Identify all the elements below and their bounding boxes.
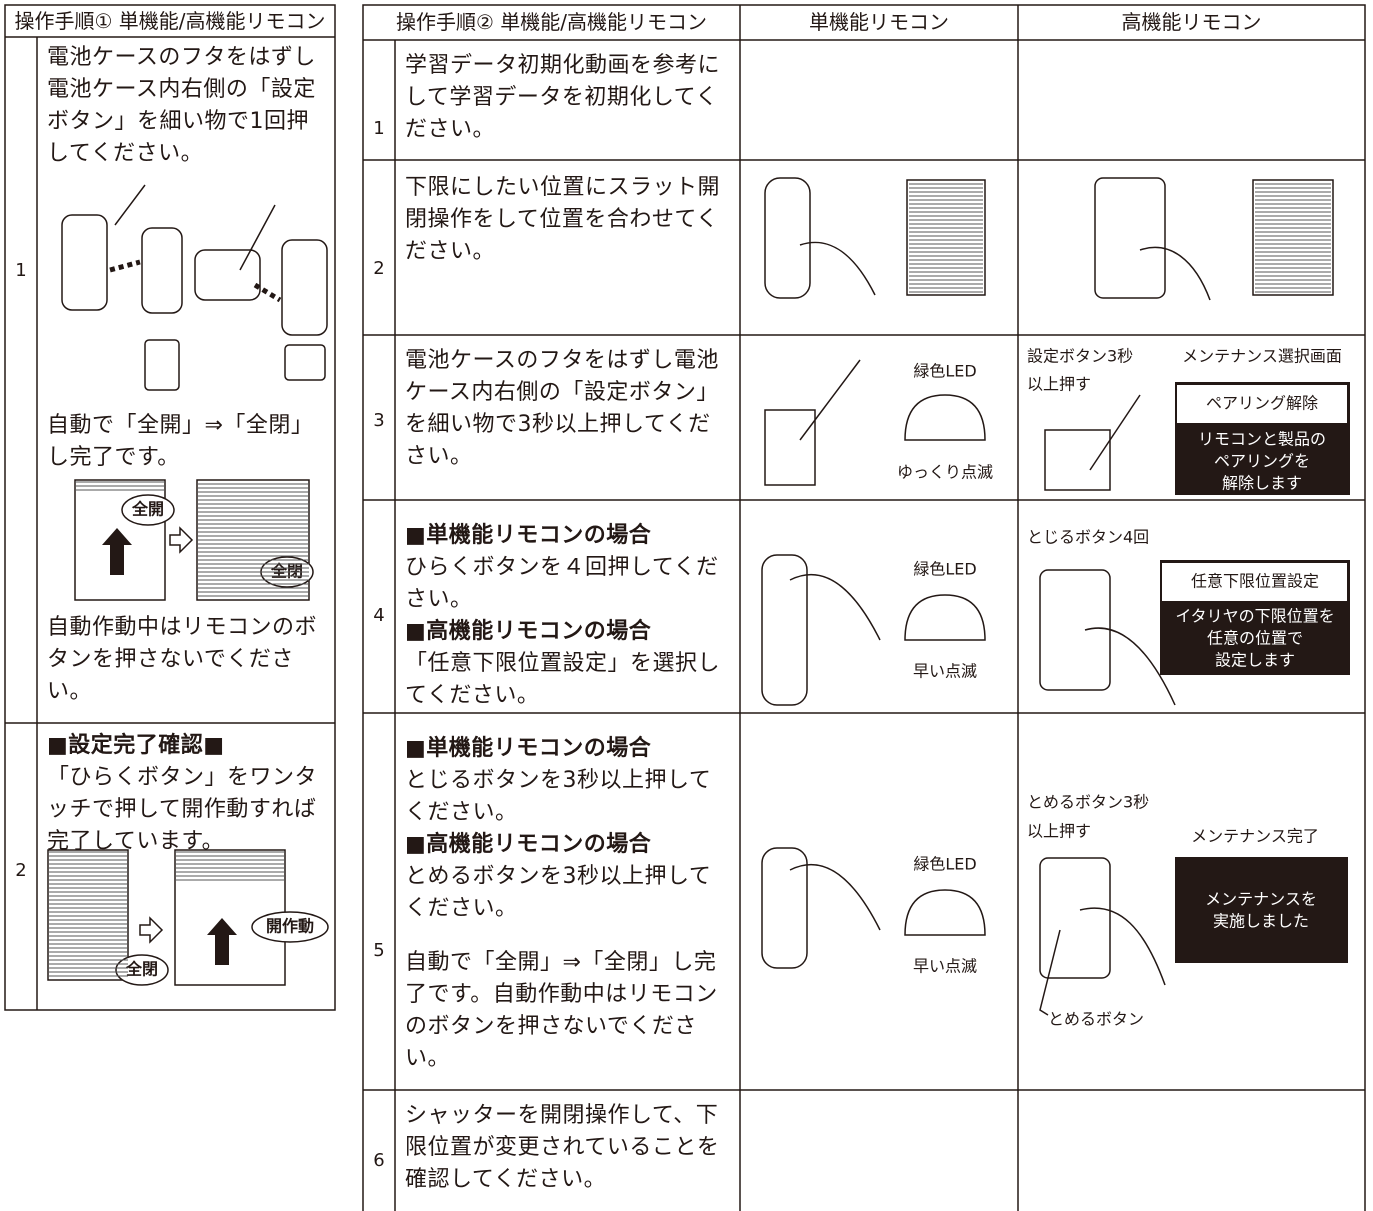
- step-subtitle: ■単機能リモコンの場合: [405, 523, 652, 548]
- step-text: 自動作動中はリモコンのボタンを押さないでください。: [47, 615, 318, 704]
- led-label: 緑色LED: [913, 560, 976, 579]
- screen-text: 任意の位置で: [1207, 629, 1303, 648]
- row5-illustrations: 緑色LED 早い点滅 とめるボタン3秒 以上押す メンテナンス完了 とめるボタン…: [761, 793, 1348, 1029]
- step-text: 「任意下限位置設定」を選択してください。: [405, 651, 721, 708]
- screen-text: 設定します: [1215, 651, 1295, 670]
- step-text: 学習データ初期化動画を参考にして学習データを初期化してください。: [405, 53, 721, 142]
- step-number: 5: [373, 940, 385, 961]
- row4-illustrations: 緑色LED 早い点滅 とじるボタン4回 任意下限位置設定 イタリヤの下限位置を …: [761, 528, 1350, 706]
- shutter-label: 全開: [131, 500, 164, 519]
- pointer-label: とめるボタン: [1048, 1010, 1144, 1029]
- step-title: ■設定完了確認■: [47, 733, 225, 758]
- screen-text: メンテナンスを: [1205, 890, 1317, 909]
- led-label: ゆっくり点滅: [897, 463, 993, 482]
- led-label: 早い点滅: [913, 957, 977, 976]
- caption: 以上押す: [1027, 822, 1091, 841]
- step-text: ひらくボタンを４回押してください。: [405, 555, 719, 612]
- caption: 設定ボタン3秒: [1027, 347, 1133, 366]
- step-text: 下限にしたい位置にスラット開閉操作をして位置を合わせてください。: [405, 175, 721, 264]
- step-text-block: ■単機能リモコンの場合 ひらくボタンを４回押してください。 ■高機能リモコンの場…: [405, 520, 730, 712]
- table-header: 操作手順② 単機能/高機能リモコン: [395, 10, 708, 34]
- caption: とじるボタン4回: [1027, 528, 1149, 547]
- row2-illustrations: [764, 177, 1334, 301]
- screen-text: 解除します: [1222, 474, 1302, 493]
- caption: 以上押す: [1027, 375, 1091, 394]
- step-text: 電池ケースのフタをはずし電池ケース内右側の「設定ボタン」を細い物で1回押してくだ…: [47, 45, 316, 166]
- step-text: 「ひらくボタン」をワンタッチで押して開作動すれば完了しています。: [47, 765, 318, 854]
- step-text: シャッターを開閉操作して、下限位置が変更されていることを確認してください。: [405, 1103, 720, 1192]
- step-subtitle: ■単機能リモコンの場合: [405, 736, 652, 761]
- step-number: 6: [373, 1150, 385, 1171]
- step-text: 自動で「全開」⇒「全閉」し完了です。自動作動中はリモコンのボタンを押さないでくだ…: [405, 950, 718, 1071]
- table-header: 単機能リモコン: [809, 10, 949, 34]
- shutter-label: 全閉: [125, 960, 158, 979]
- led-label: 緑色LED: [913, 855, 976, 874]
- menu-item: 任意下限位置設定: [1191, 572, 1319, 591]
- battery-illustration: [61, 184, 328, 391]
- step-text: とめるボタンを3秒以上押してください。: [405, 864, 712, 921]
- shutter-label: 開作動: [266, 917, 314, 936]
- step-subtitle: ■高機能リモコンの場合: [405, 619, 652, 644]
- screen-text: イタリヤの下限位置を: [1175, 607, 1334, 626]
- led-label: 緑色LED: [913, 362, 976, 381]
- shutter-slats: [48, 183, 1331, 977]
- screen-title: メンテナンス完了: [1191, 827, 1319, 846]
- step-number: 2: [15, 860, 27, 881]
- step-text: 電池ケースのフタをはずし電池ケース内右側の「設定ボタン」を細い物で3秒以上押して…: [405, 348, 719, 469]
- step-text: 自動で「全開」⇒「全閉」し完了です。: [47, 413, 314, 470]
- screen-text: 実施しました: [1213, 912, 1309, 931]
- step-text-block: ■単機能リモコンの場合 とじるボタンを3秒以上押してください。 ■高機能リモコン…: [405, 733, 730, 1075]
- table-header: 操作手順① 単機能/高機能リモコン: [14, 9, 326, 33]
- step-number: 1: [15, 260, 27, 281]
- menu-item: ペアリング解除: [1206, 394, 1318, 413]
- table-grid: [4, 4, 1366, 1211]
- step-subtitle: ■高機能リモコンの場合: [405, 832, 652, 857]
- screen-text: リモコンと製品の: [1198, 430, 1326, 449]
- led-label: 早い点滅: [913, 662, 977, 681]
- step-number: 2: [373, 258, 385, 279]
- screen-title: メンテナンス選択画面: [1182, 347, 1342, 366]
- table-header: 高機能リモコン: [1121, 10, 1262, 34]
- step-text: とじるボタンを3秒以上押してください。: [405, 768, 712, 825]
- step-number: 1: [373, 118, 385, 139]
- step-number: 4: [373, 605, 385, 626]
- row3-illustrations: 緑色LED ゆっくり点滅 設定ボタン3秒 以上押す メンテナンス選択画面 ペアリ…: [764, 347, 1350, 495]
- shutter-confirm: 全閉 開作動: [47, 849, 329, 986]
- screen-text: ペアリングを: [1214, 452, 1310, 471]
- caption: とめるボタン3秒: [1027, 793, 1149, 812]
- step-number: 3: [373, 410, 385, 431]
